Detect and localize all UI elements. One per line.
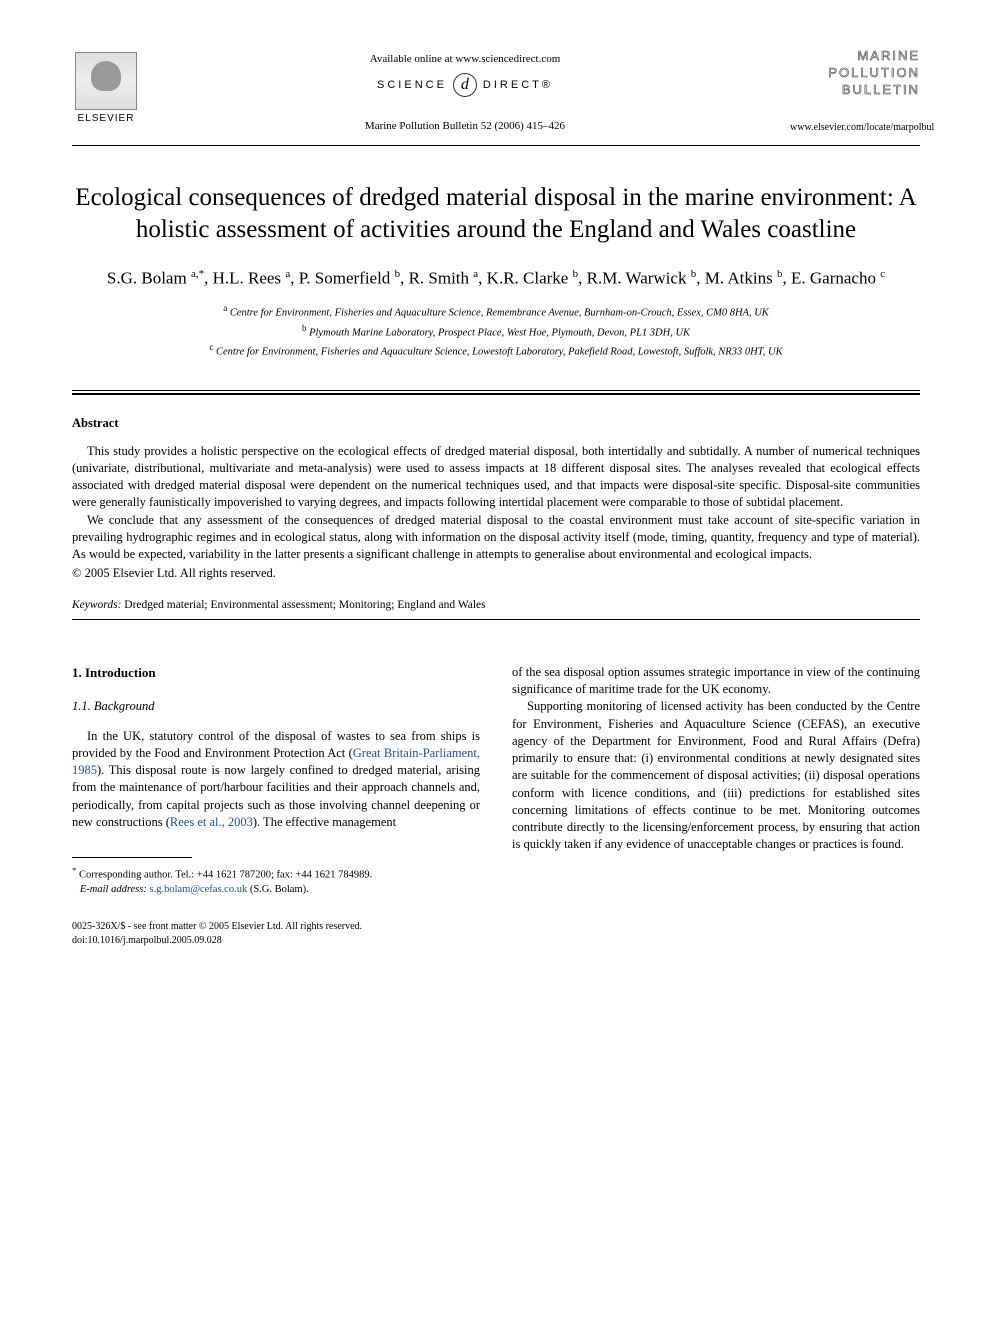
right-p2: Supporting monitoring of licensed activi… [512,698,920,853]
footnote-separator [72,857,192,858]
header-rule [72,145,920,146]
title-rule-bottom [72,393,920,395]
journal-logo: MARINE POLLUTION BULLETIN www.elsevier.c… [790,48,920,135]
subsection-1-1-heading: 1.1. Background [72,698,480,716]
left-p1: In the UK, statutory control of the disp… [72,728,480,832]
affiliation-b: b Plymouth Marine Laboratory, Prospect P… [72,322,920,341]
header-center: Available online at www.sciencedirect.co… [140,48,790,135]
journal-logo-line1: MARINE [790,48,920,65]
journal-logo-line2: POLLUTION [790,65,920,82]
left-column: 1. Introduction 1.1. Background In the U… [72,664,480,947]
keywords-text: Dredged material; Environmental assessme… [121,599,485,611]
left-body-text: In the UK, statutory control of the disp… [72,728,480,832]
elsevier-logo: ELSEVIER [72,48,140,126]
citation-rees-2003[interactable]: Rees et al., 2003 [170,815,253,829]
authors-line: S.G. Bolam a,*, H.L. Rees a, P. Somerfie… [72,267,920,291]
affiliations: a Centre for Environment, Fisheries and … [72,302,920,360]
elsevier-tree-icon [75,52,137,110]
abstract-text: This study provides a holistic perspecti… [72,443,920,564]
article-title: Ecological consequences of dredged mater… [72,182,920,247]
page-header: ELSEVIER Available online at www.science… [72,48,920,135]
abstract-heading: Abstract [72,415,920,433]
corresponding-author-footnote: * Corresponding author. Tel.: +44 1621 7… [72,864,480,898]
sd-word-left: SCIENCE [377,78,447,93]
abstract-p2: We conclude that any assessment of the c… [72,512,920,564]
journal-logo-line3: BULLETIN [790,82,920,99]
abstract-rule [72,619,920,620]
right-body-text: of the sea disposal option assumes strat… [512,664,920,854]
abstract-block: Abstract This study provides a holistic … [72,415,920,583]
footnote-line2: E-mail address: s.g.bolam@cefas.co.uk (S… [72,883,480,898]
sciencedirect-logo: SCIENCE d DIRECT® [377,73,553,97]
footer-line1: 0025-326X/$ - see front matter © 2005 El… [72,920,480,934]
footnote-line1: * Corresponding author. Tel.: +44 1621 7… [72,864,480,883]
footer-line2: doi:10.1016/j.marpolbul.2005.09.028 [72,934,480,948]
sd-d-icon: d [453,73,477,97]
page-footer: 0025-326X/$ - see front matter © 2005 El… [72,920,480,947]
journal-url: www.elsevier.com/locate/marpolbul [790,121,920,135]
keywords-line: Keywords: Dredged material; Environmenta… [72,597,920,613]
body-columns: 1. Introduction 1.1. Background In the U… [72,664,920,947]
right-column: of the sea disposal option assumes strat… [512,664,920,947]
title-rule-top [72,390,920,391]
keywords-label: Keywords: [72,599,121,611]
available-online-text: Available online at www.sciencedirect.co… [140,52,790,67]
journal-reference: Marine Pollution Bulletin 52 (2006) 415–… [140,119,790,134]
abstract-copyright: © 2005 Elsevier Ltd. All rights reserved… [72,565,920,583]
elsevier-wordmark: ELSEVIER [78,112,135,126]
right-p1: of the sea disposal option assumes strat… [512,664,920,699]
sd-word-right: DIRECT® [483,78,553,93]
affiliation-c: c Centre for Environment, Fisheries and … [72,341,920,360]
affiliation-a: a Centre for Environment, Fisheries and … [72,302,920,321]
abstract-p1: This study provides a holistic perspecti… [72,443,920,512]
section-1-heading: 1. Introduction [72,664,480,682]
corresponding-email[interactable]: s.g.bolam@cefas.co.uk [149,884,247,895]
